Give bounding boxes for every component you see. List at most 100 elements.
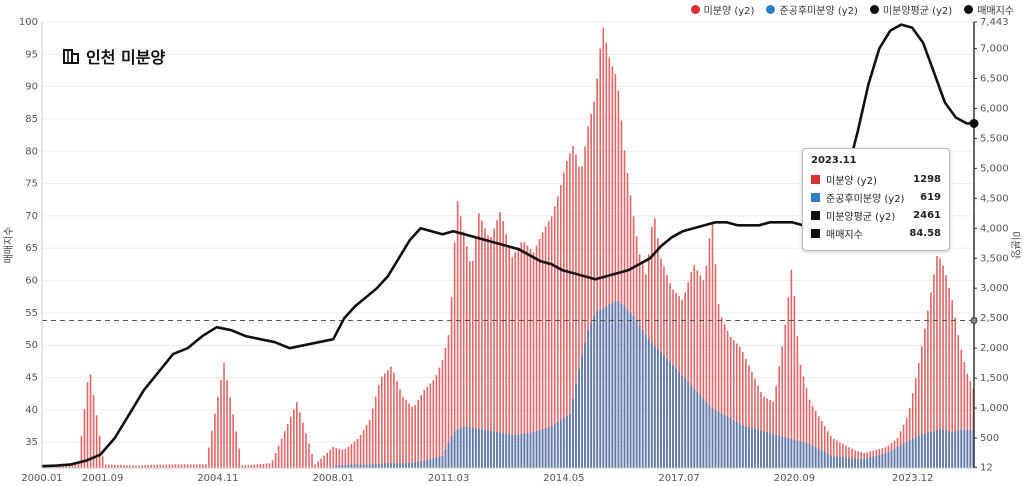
bar — [927, 310, 929, 468]
y2-tick-label: 4,500 — [980, 193, 1009, 204]
bar — [954, 431, 957, 468]
y-tick-label: 90 — [25, 82, 38, 93]
bar — [936, 255, 938, 468]
bar — [769, 433, 772, 468]
bar — [617, 301, 620, 468]
bar — [535, 431, 538, 468]
bar — [165, 464, 168, 468]
bar — [514, 435, 517, 468]
bar — [669, 362, 672, 468]
tooltip-title: 2023.11 — [811, 155, 857, 166]
bar — [453, 431, 456, 468]
bar — [760, 430, 763, 468]
bar — [572, 145, 574, 468]
bar — [526, 245, 529, 468]
bar — [796, 440, 799, 468]
bar — [408, 462, 411, 468]
y-tick-label: 75 — [25, 179, 38, 190]
tooltip-value: 619 — [920, 192, 941, 203]
legend-item-sale-index[interactable]: 매매지수 — [964, 2, 1014, 17]
bar — [517, 434, 520, 468]
bar — [241, 465, 244, 468]
bar — [441, 360, 444, 468]
bar — [341, 465, 344, 468]
bar — [590, 322, 593, 468]
axes — [41, 22, 975, 469]
bar — [132, 465, 134, 468]
bar — [784, 324, 787, 468]
bar — [74, 463, 77, 468]
y2-tick-label: 7,000 — [980, 44, 1009, 55]
bar — [839, 442, 841, 468]
bar — [742, 352, 744, 468]
y-tick-label: 55 — [25, 308, 38, 319]
bar — [520, 434, 523, 468]
building-icon — [63, 49, 79, 64]
bar — [702, 280, 705, 468]
bar — [590, 113, 592, 468]
bar — [214, 413, 216, 468]
bar — [654, 218, 656, 468]
bar — [447, 442, 450, 468]
bar — [702, 398, 705, 468]
tooltip-swatch — [811, 229, 820, 238]
bar — [541, 429, 544, 468]
bar — [611, 302, 614, 468]
bar — [417, 400, 419, 468]
bar — [490, 431, 493, 468]
bar — [802, 376, 805, 468]
bar — [65, 464, 68, 468]
bar — [450, 297, 453, 468]
bar — [799, 441, 802, 468]
bar — [954, 317, 956, 468]
bar — [766, 432, 769, 468]
legend-item-unsold-after-completion[interactable]: 준공후미분양 (y2) — [766, 2, 858, 17]
bar — [563, 172, 565, 468]
bar — [960, 429, 963, 468]
bar — [432, 458, 435, 468]
bar — [711, 408, 714, 468]
bar — [502, 220, 504, 468]
bar — [262, 463, 265, 468]
bar — [395, 463, 398, 468]
bar — [963, 429, 966, 468]
bar — [232, 414, 234, 468]
bar — [496, 432, 499, 468]
y2-tick-label: 3,000 — [980, 283, 1009, 294]
bar — [408, 403, 410, 468]
bar — [751, 372, 753, 468]
bar — [477, 429, 480, 468]
legend-item-unsold[interactable]: 미분양 (y2) — [690, 2, 754, 17]
bar — [708, 405, 711, 468]
bar — [83, 409, 86, 468]
bar — [98, 435, 101, 468]
bar — [371, 464, 374, 468]
bar — [517, 247, 520, 468]
bar — [647, 338, 650, 468]
bar — [945, 275, 947, 468]
bar — [951, 300, 953, 468]
bar — [380, 376, 383, 468]
bar — [638, 325, 641, 468]
bar — [914, 378, 917, 468]
legend-item-unsold-average[interactable]: 미분양평균 (y2) — [869, 2, 952, 17]
bar — [911, 393, 914, 468]
bar — [541, 232, 544, 468]
bar — [565, 416, 568, 468]
bar — [899, 445, 902, 468]
y2-tick-label: 4,000 — [980, 223, 1009, 234]
y-tick-label: 85 — [25, 114, 38, 125]
bar — [365, 425, 368, 468]
bar — [593, 315, 596, 468]
bar — [957, 430, 960, 468]
bar — [584, 146, 586, 468]
bar — [402, 463, 405, 468]
bar — [156, 464, 159, 468]
bar — [398, 463, 401, 468]
bar — [684, 378, 687, 468]
bar — [796, 336, 799, 468]
bar — [465, 246, 468, 468]
bar — [314, 464, 316, 468]
bar — [441, 456, 444, 468]
bar — [823, 452, 826, 468]
